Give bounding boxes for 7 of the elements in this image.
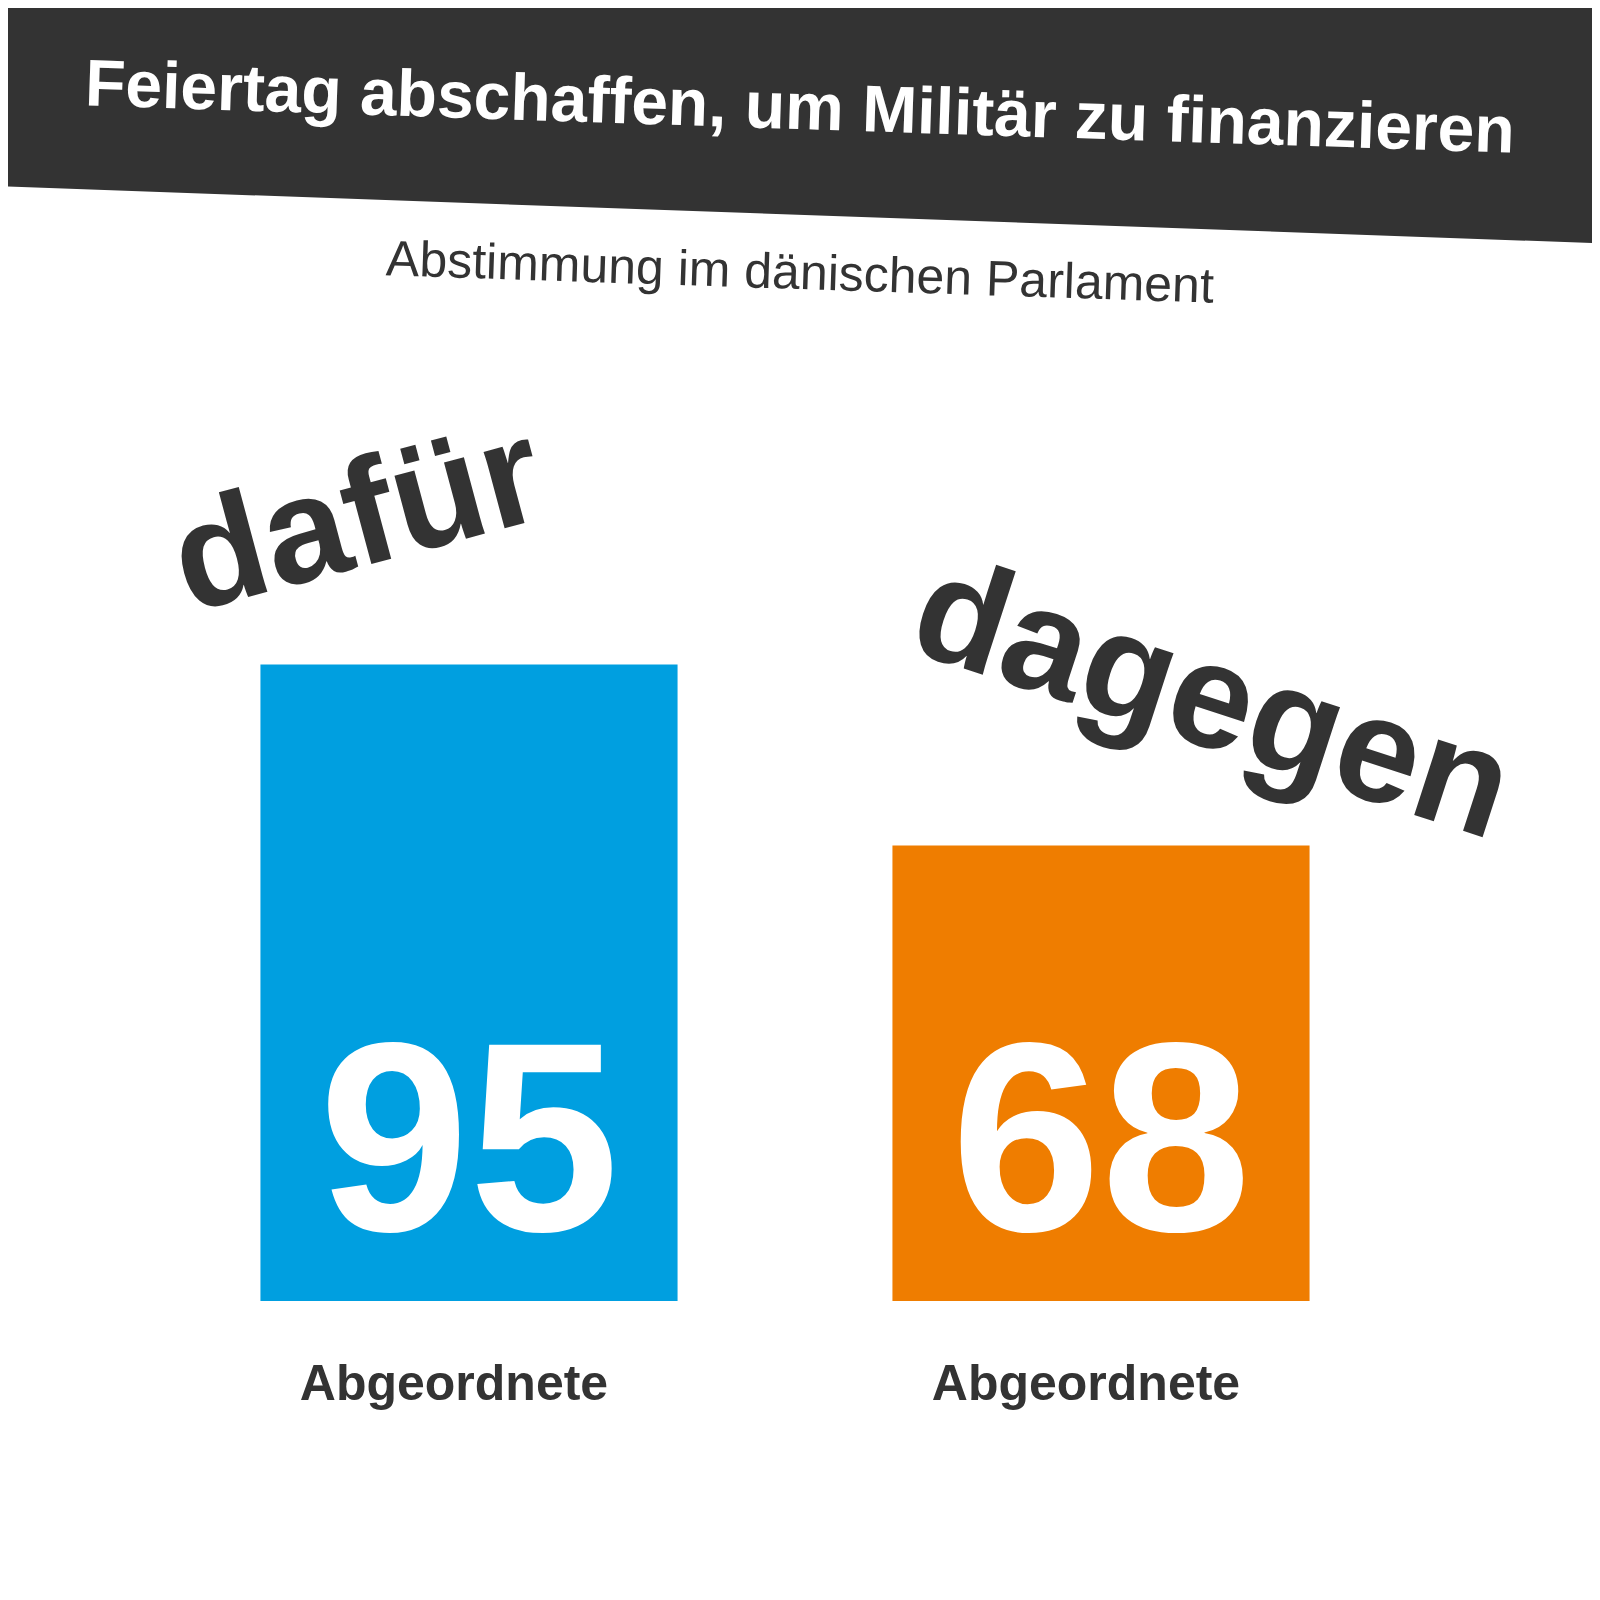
text: Abgeordnete [299,1354,609,1411]
data-label: 68 [950,986,1252,1288]
chart-title: Feiertag abschaffen, um Militär zu finanzieren [83,44,1517,169]
data-label: 95 [318,986,620,1288]
x-tick-label: dafür [153,384,560,644]
text: Abgeordnete [931,1354,1241,1411]
chart-subtitle: Abstimmung im dänischen Parlament [384,229,1216,316]
